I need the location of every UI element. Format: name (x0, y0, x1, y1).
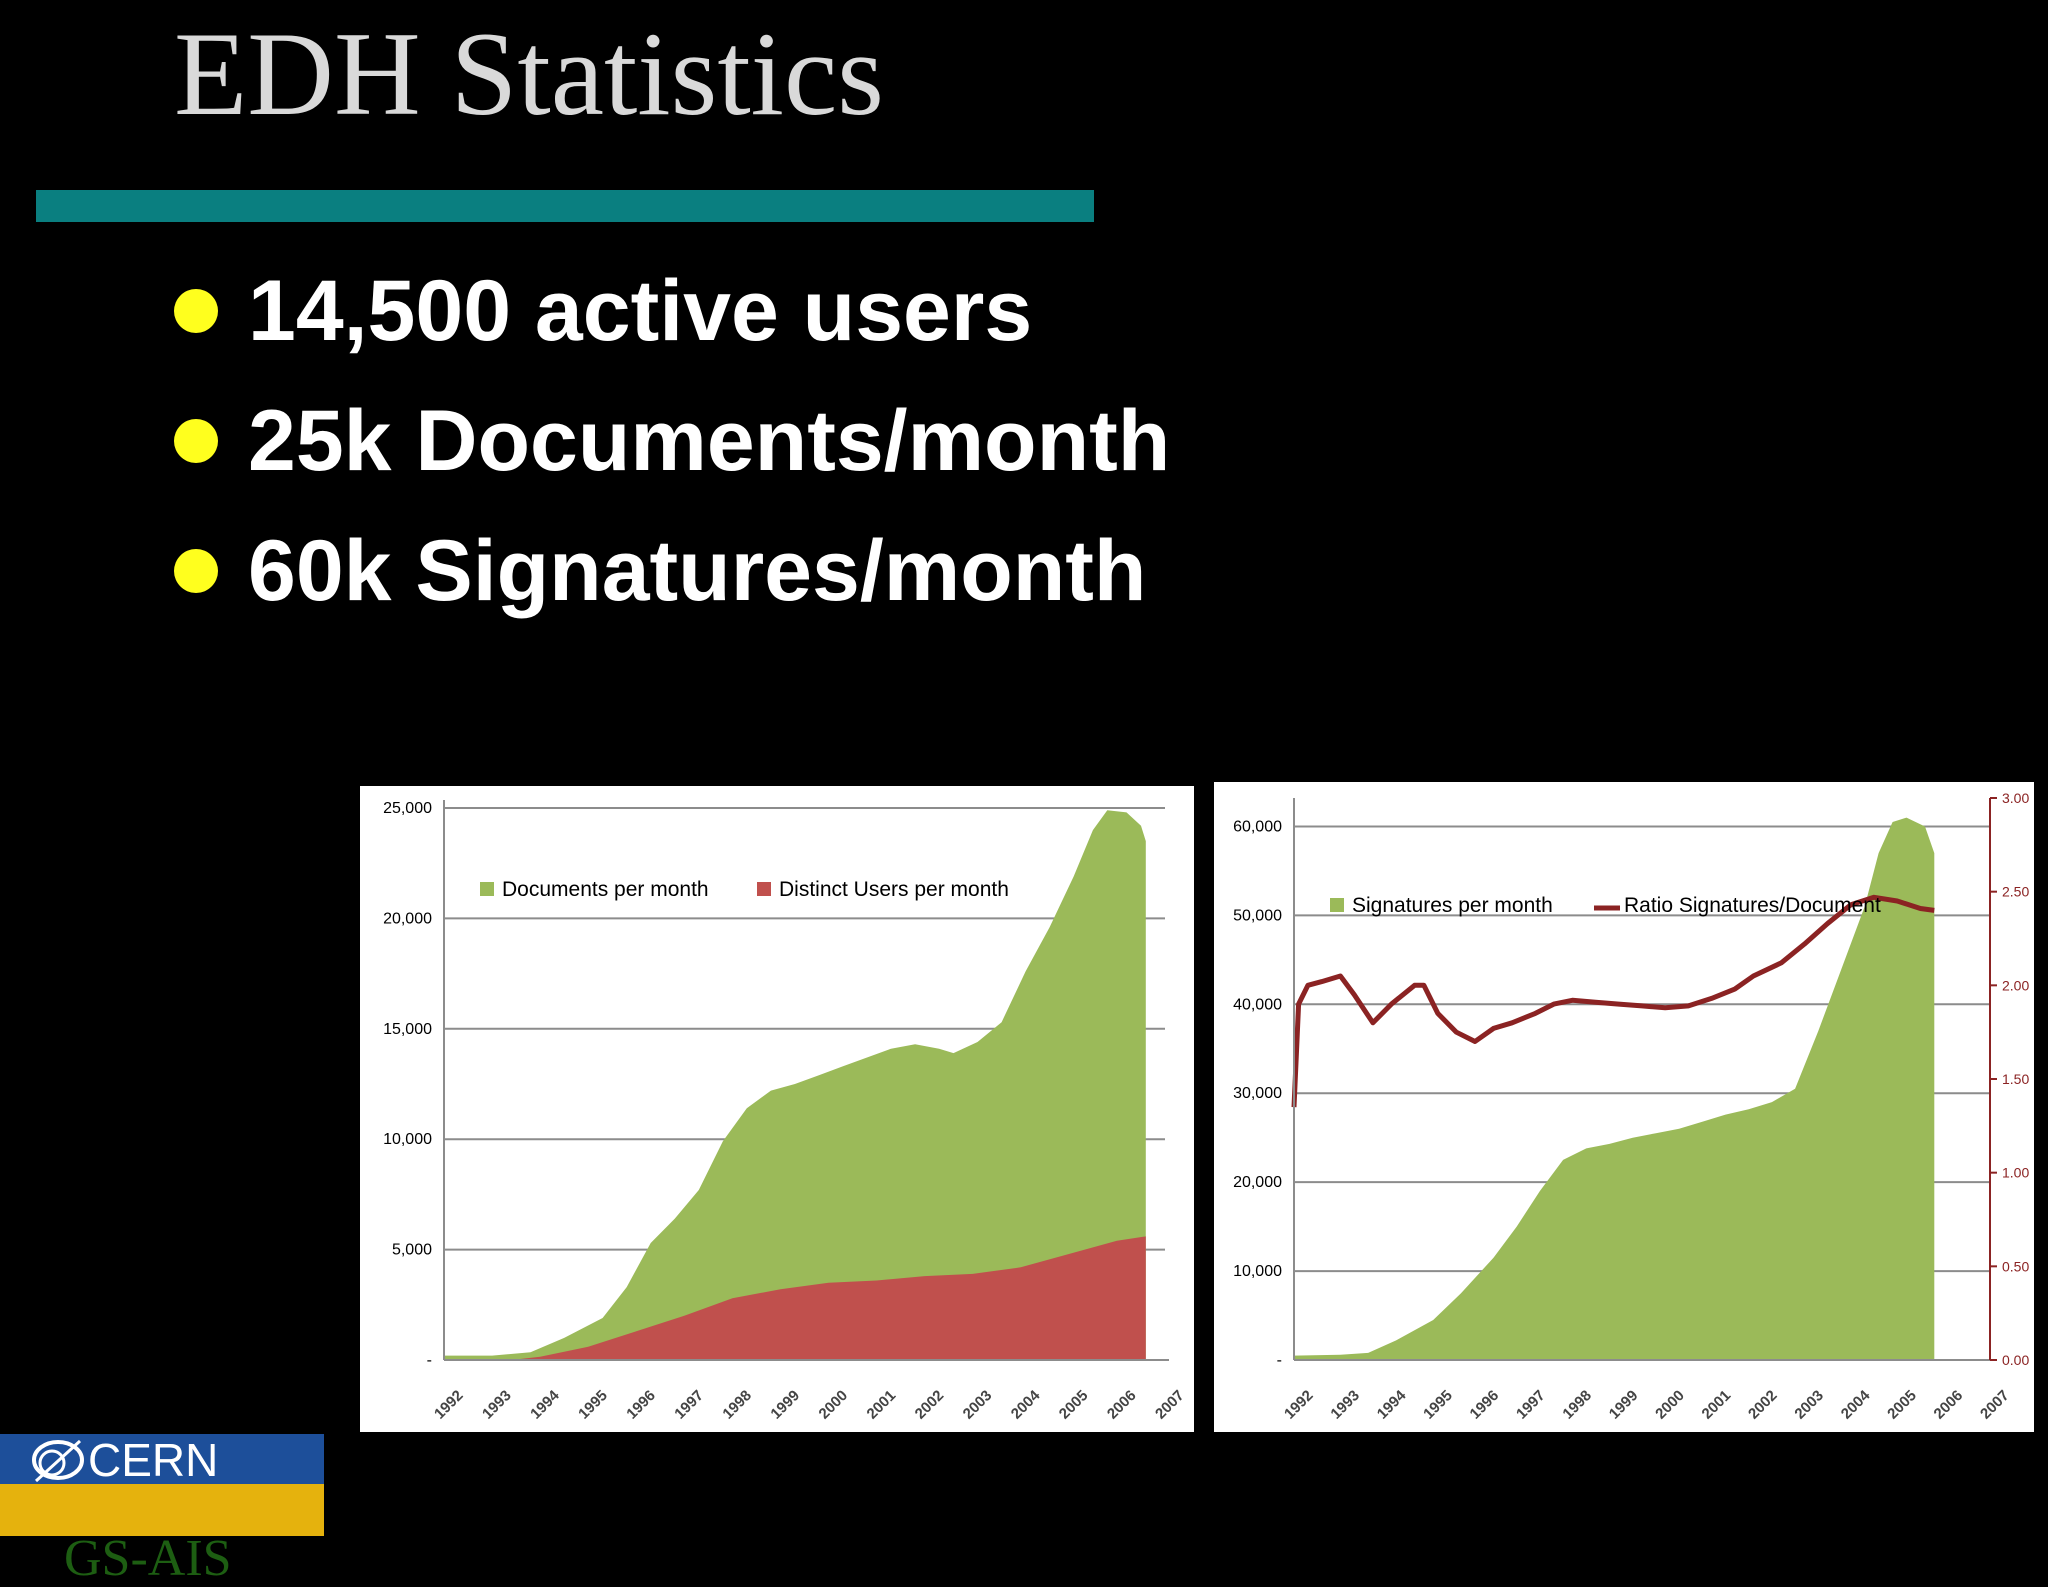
y2-tick-label: 0.50 (2002, 1258, 2029, 1274)
legend-swatch (480, 882, 494, 896)
cern-logo: CERN GS-AIS (0, 1434, 324, 1586)
x-tick-label: 2002 (912, 1387, 948, 1423)
y2-tick-label: 1.50 (2002, 1071, 2029, 1087)
y-tick-label: 10,000 (383, 1131, 432, 1148)
slide-title: EDH Statistics (174, 7, 884, 140)
y-tick-label: 50,000 (1233, 907, 1282, 924)
y2-tick-label: 2.50 (2002, 884, 2029, 900)
y-tick-label: 10,000 (1233, 1263, 1282, 1280)
x-tick-label: 2002 (1745, 1387, 1781, 1423)
bullet-text: 14,500 active users (248, 262, 1033, 359)
x-tick-label: 2000 (816, 1387, 852, 1423)
x-tick-label: 2003 (1791, 1387, 1827, 1423)
bullet-text: 60k Signatures/month (248, 522, 1147, 619)
x-tick-label: 2004 (1838, 1387, 1874, 1423)
department-band: GS-AIS (0, 1484, 324, 1586)
title-rule (36, 190, 1094, 222)
bullet-item: 25k Documents/month (174, 376, 1170, 506)
cern-logo-band: CERN (0, 1434, 324, 1484)
x-tick-label: 1994 (1374, 1387, 1410, 1423)
y-tick-label: 60,000 (1233, 818, 1282, 835)
y2-tick-label: 0.00 (2002, 1352, 2029, 1368)
legend-label: Ratio Signatures/Document (1624, 894, 1881, 917)
legend-label: Distinct Users per month (779, 878, 1009, 901)
legend-label: Documents per month (502, 878, 709, 901)
y2-tick-label: 1.00 (2002, 1165, 2029, 1181)
y-tick-label: - (427, 1352, 432, 1369)
x-tick-label: 1996 (623, 1387, 659, 1423)
x-tick-label: 2003 (960, 1387, 996, 1423)
x-tick-label: 1996 (1467, 1387, 1503, 1423)
x-tick-label: 2001 (864, 1387, 900, 1423)
series-area-1 (444, 1236, 1146, 1360)
series-line-1 (1291, 894, 1935, 1108)
bullet-dot-icon (174, 549, 218, 593)
cern-logo-text: CERN (88, 1434, 219, 1486)
signatures-ratio-chart-svg: - 10,000 20,000 30,000 40,000 50,000 60,000 0.0… (1233, 790, 2029, 1423)
x-tick-label: 1992 (1281, 1387, 1317, 1423)
x-tick-label: 1999 (1606, 1387, 1642, 1423)
bullet-dot-icon (174, 419, 218, 463)
bullet-item: 14,500 active users (174, 246, 1170, 376)
x-tick-label: 1993 (479, 1387, 515, 1423)
y-tick-label: 25,000 (383, 800, 432, 817)
documents-users-chart: - 5,000 10,000 15,000 20,000 25,000 1992 1993 19… (360, 786, 1194, 1432)
x-tick-label: 1997 (671, 1387, 707, 1423)
documents-users-chart-svg: - 5,000 10,000 15,000 20,000 25,000 1992 1993 19… (383, 800, 1188, 1423)
x-tick-label: 2005 (1884, 1387, 1920, 1423)
y2-tick-label: 2.00 (2002, 977, 2029, 993)
x-tick-label: 2005 (1056, 1387, 1092, 1423)
x-tick-label: 1998 (719, 1387, 755, 1423)
x-tick-label: 2001 (1699, 1387, 1735, 1423)
series-area-0 (1294, 817, 1935, 1360)
x-tick-label: 1995 (575, 1387, 611, 1423)
x-tick-label: 2007 (1152, 1387, 1188, 1423)
x-tick-label: 2006 (1104, 1387, 1140, 1423)
cern-emblem-icon (32, 1439, 84, 1483)
x-tick-label: 2000 (1652, 1387, 1688, 1423)
x-tick-label: 2006 (1931, 1387, 1967, 1423)
y-tick-label: 5,000 (392, 1242, 432, 1259)
bullet-dot-icon (174, 289, 218, 333)
x-tick-label: 1998 (1559, 1387, 1595, 1423)
y-tick-label: 40,000 (1233, 996, 1282, 1013)
department-text: GS-AIS (64, 1530, 232, 1587)
x-tick-label: 1999 (767, 1387, 803, 1423)
legend-swatch (1330, 898, 1344, 912)
legend-swatch (757, 882, 771, 896)
legend-label: Signatures per month (1352, 894, 1553, 917)
bullet-text: 25k Documents/month (248, 392, 1171, 489)
y-tick-label: 20,000 (1233, 1174, 1282, 1191)
y-tick-label: 30,000 (1233, 1085, 1282, 1102)
signatures-ratio-chart: - 10,000 20,000 30,000 40,000 50,000 60,000 0.0… (1214, 782, 2034, 1432)
x-tick-label: 2004 (1008, 1387, 1044, 1423)
series-area-0 (444, 810, 1146, 1360)
x-tick-label: 1993 (1327, 1387, 1363, 1423)
y-tick-label: - (1277, 1352, 1282, 1369)
y-tick-label: 15,000 (383, 1021, 432, 1038)
y2-tick-label: 3.00 (2002, 790, 2029, 806)
x-tick-label: 1997 (1513, 1387, 1549, 1423)
x-tick-label: 1994 (527, 1387, 563, 1423)
x-tick-label: 1995 (1420, 1387, 1456, 1423)
x-tick-label: 2007 (1977, 1387, 2013, 1423)
bullet-item: 60k Signatures/month (174, 506, 1170, 636)
x-tick-label: 1992 (431, 1387, 467, 1423)
y-tick-label: 20,000 (383, 910, 432, 927)
bullet-list: 14,500 active users 25k Documents/month … (174, 246, 1170, 636)
